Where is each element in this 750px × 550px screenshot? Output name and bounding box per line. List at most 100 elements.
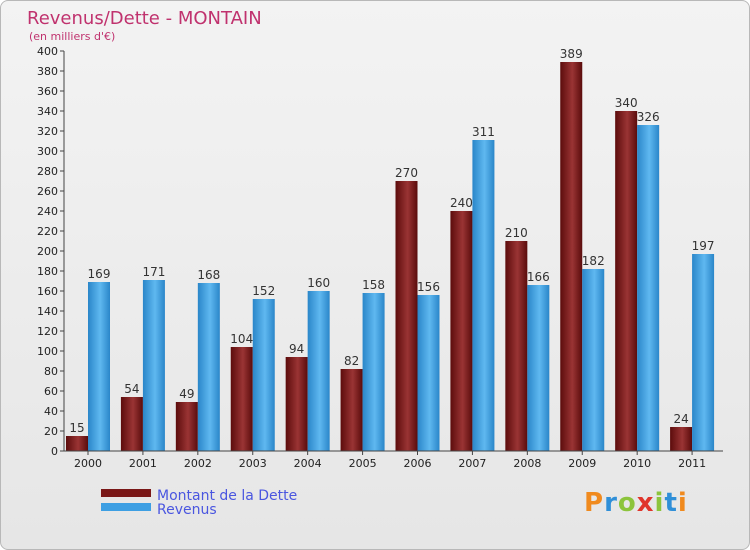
x-tick-label-2008: 2008 bbox=[513, 457, 541, 470]
y-tick-label: 400 bbox=[37, 45, 58, 58]
data-label-dette-2002: 49 bbox=[179, 387, 194, 401]
bar-revenus-2004 bbox=[307, 291, 330, 451]
data-label-revenus-2002: 168 bbox=[197, 268, 220, 282]
y-tick-label: 160 bbox=[37, 285, 58, 298]
y-axis: 0 20 40 60 80 100 120 140 160 180 200 220 240 260 280 3… bbox=[37, 45, 65, 458]
bar-revenus-2009 bbox=[582, 269, 605, 451]
bar-revenus-2006 bbox=[417, 295, 440, 451]
legend-swatch-dette bbox=[101, 489, 151, 497]
bar-revenus-2008 bbox=[527, 285, 550, 451]
data-label-revenus-2011: 197 bbox=[692, 239, 715, 253]
x-tick-label-2002: 2002 bbox=[184, 457, 212, 470]
bar-dette-2007 bbox=[450, 211, 473, 451]
logo-letter: x bbox=[636, 488, 655, 518]
bar-dette-2002 bbox=[175, 402, 198, 451]
y-tick-label: 320 bbox=[37, 125, 58, 138]
bar-dette-2005 bbox=[340, 369, 363, 451]
data-label-dette-2005: 82 bbox=[344, 354, 359, 368]
bar-dette-2009 bbox=[560, 62, 583, 451]
y-tick-label: 260 bbox=[37, 185, 58, 198]
x-axis: 2000 2001 2002 2003 2004 2005 2006 2007 2008 2009… bbox=[64, 450, 723, 470]
x-tick-label-2011: 2011 bbox=[678, 457, 706, 470]
bar-revenus-2005 bbox=[362, 293, 385, 451]
data-label-dette-2004: 94 bbox=[289, 342, 304, 356]
y-tick-label: 140 bbox=[37, 305, 58, 318]
chart-title: Revenus/Dette - MONTAIN bbox=[27, 8, 262, 29]
y-tick-label: 360 bbox=[37, 85, 58, 98]
data-label-revenus-2003: 152 bbox=[252, 284, 275, 298]
bar-dette-2010 bbox=[615, 111, 638, 451]
data-label-revenus-2004: 160 bbox=[307, 276, 330, 290]
data-label-dette-2001: 54 bbox=[124, 382, 139, 396]
data-label-dette-2006: 270 bbox=[395, 166, 418, 180]
logo-letter: t bbox=[664, 488, 678, 518]
y-tick-label: 100 bbox=[37, 345, 58, 358]
data-label-dette-2010: 340 bbox=[615, 96, 638, 110]
bar-revenus-2003 bbox=[252, 299, 275, 451]
legend-swatch-revenus bbox=[101, 503, 151, 511]
bar-revenus-2000 bbox=[88, 282, 110, 451]
y-tick-label: 180 bbox=[37, 265, 58, 278]
y-tick-label: 40 bbox=[44, 405, 58, 418]
bar-dette-2011 bbox=[670, 427, 693, 451]
proxiti-logo: Proxiti bbox=[584, 488, 688, 518]
data-label-dette-2000: 15 bbox=[69, 421, 84, 435]
data-label-dette-2011: 24 bbox=[673, 412, 688, 426]
x-tick-label-2000: 2000 bbox=[74, 457, 102, 470]
y-tick-label: 0 bbox=[51, 445, 58, 458]
bar-dette-2001 bbox=[120, 397, 143, 451]
x-tick-label-2003: 2003 bbox=[239, 457, 267, 470]
data-label-revenus-2009: 182 bbox=[582, 254, 605, 268]
x-tick-label-2004: 2004 bbox=[294, 457, 322, 470]
logo-letter: i bbox=[677, 488, 688, 518]
bar-revenus-2001 bbox=[142, 280, 165, 451]
logo-letter: o bbox=[617, 488, 637, 518]
x-tick-label-2007: 2007 bbox=[458, 457, 486, 470]
x-tick-label-2005: 2005 bbox=[349, 457, 377, 470]
y-tick-label: 60 bbox=[44, 385, 58, 398]
y-tick-label: 20 bbox=[44, 425, 58, 438]
bars: 15 169 54 171 49 168 104 152 94 160 82 158 270 156 240… bbox=[66, 47, 715, 451]
bar-revenus-2007 bbox=[472, 140, 495, 451]
y-tick-label: 380 bbox=[37, 65, 58, 78]
logo-letter: i bbox=[654, 488, 665, 518]
data-label-revenus-2005: 158 bbox=[362, 278, 385, 292]
bar-revenus-2011 bbox=[692, 254, 715, 451]
bar-dette-2000 bbox=[66, 436, 88, 451]
legend: Montant de la Dette Revenus bbox=[101, 488, 297, 518]
logo-letter: P bbox=[584, 488, 605, 518]
data-label-revenus-2000: 169 bbox=[88, 267, 111, 281]
bar-dette-2003 bbox=[230, 347, 253, 451]
data-label-dette-2007: 240 bbox=[450, 196, 473, 210]
y-tick-label: 240 bbox=[37, 205, 58, 218]
y-tick-label: 280 bbox=[37, 165, 58, 178]
data-label-revenus-2010: 326 bbox=[637, 110, 660, 124]
x-tick-label-2009: 2009 bbox=[568, 457, 596, 470]
y-tick-label: 300 bbox=[37, 145, 58, 158]
x-tick-label-2001: 2001 bbox=[129, 457, 157, 470]
bar-dette-2004 bbox=[285, 357, 308, 451]
data-label-revenus-2008: 166 bbox=[527, 270, 550, 284]
y-tick-label: 340 bbox=[37, 105, 58, 118]
data-label-revenus-2007: 311 bbox=[472, 125, 495, 139]
y-tick-label: 220 bbox=[37, 225, 58, 238]
x-tick-label-2010: 2010 bbox=[623, 457, 651, 470]
legend-label-dette: Montant de la Dette bbox=[157, 488, 297, 504]
y-tick-label: 120 bbox=[37, 325, 58, 338]
data-label-dette-2003: 104 bbox=[230, 332, 253, 346]
y-tick-label: 200 bbox=[37, 245, 58, 258]
x-tick-label-2006: 2006 bbox=[404, 457, 432, 470]
legend-label-revenus: Revenus bbox=[157, 502, 217, 518]
bar-revenus-2010 bbox=[637, 125, 660, 451]
bar-dette-2006 bbox=[395, 181, 418, 451]
data-label-dette-2008: 210 bbox=[505, 226, 528, 240]
data-label-revenus-2001: 171 bbox=[142, 265, 165, 279]
y-tick-label: 80 bbox=[44, 365, 58, 378]
data-label-revenus-2006: 156 bbox=[417, 280, 440, 294]
data-label-dette-2009: 389 bbox=[560, 47, 583, 61]
bar-dette-2008 bbox=[505, 241, 528, 451]
bar-revenus-2002 bbox=[197, 283, 220, 451]
chart-subtitle: (en milliers d'€) bbox=[29, 30, 115, 43]
